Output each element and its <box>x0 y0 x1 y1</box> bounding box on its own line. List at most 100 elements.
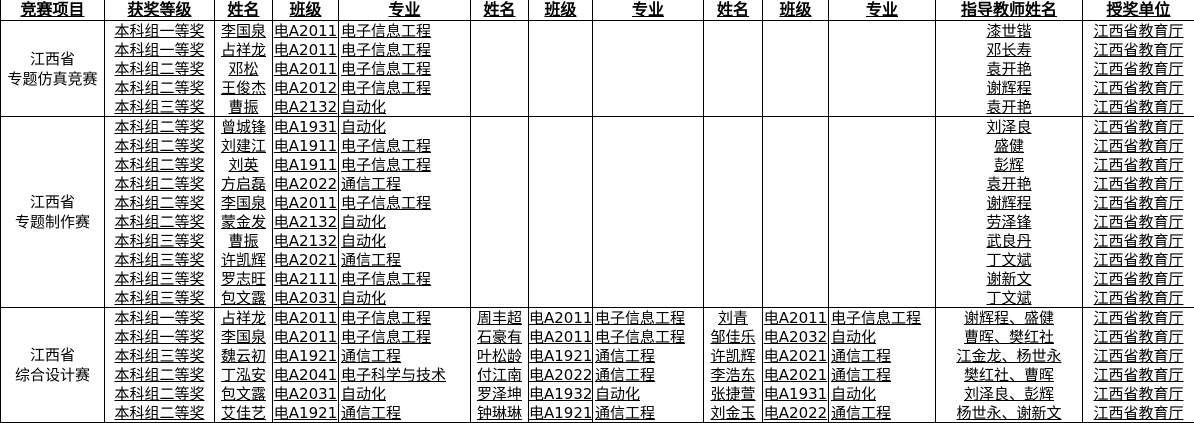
class-cell: 电A2041 <box>272 365 339 384</box>
major-cell: 通信工程 <box>338 403 471 423</box>
class-cell: 电A2011 <box>272 193 339 212</box>
class-cell: 电A1911 <box>272 136 339 155</box>
header-class-2: 班级 <box>528 0 593 21</box>
awarding-body-text: 江西省教育厅 <box>1093 308 1184 327</box>
advisor-text: 彭辉 <box>993 155 1024 174</box>
class-3-cell: 电A2021 <box>762 346 829 365</box>
award-level-text: 本科组三等奖 <box>114 250 205 269</box>
name-2-cell <box>470 269 529 288</box>
name-cell: 占祥龙 <box>214 40 273 59</box>
award-level-text: 本科组三等奖 <box>114 231 205 250</box>
name-text: 蒙金发 <box>220 212 266 231</box>
major-2-cell <box>592 20 704 40</box>
advisor-cell: 盛健 <box>935 136 1083 155</box>
awarding-body-text: 江西省教育厅 <box>1093 136 1184 155</box>
name-2-cell: 叶松龄 <box>470 346 529 365</box>
class-text: 电A2011 <box>273 21 338 40</box>
name-2-cell <box>470 288 529 308</box>
name-2-cell <box>470 59 529 78</box>
major-cell: 自动化 <box>338 212 471 231</box>
name-cell: 魏云初 <box>214 346 273 365</box>
award-level-text: 本科组二等奖 <box>114 136 205 155</box>
name-2-cell <box>470 40 529 59</box>
name-2-cell: 罗泽坤 <box>470 384 529 403</box>
major-text: 自动化 <box>341 231 387 250</box>
competition-name-line: 江西省 <box>29 346 75 364</box>
class-cell: 电A2021 <box>272 250 339 269</box>
name-cell: 丁泓安 <box>214 365 273 384</box>
major-cell: 通信工程 <box>338 346 471 365</box>
awarding-body-text: 江西省教育厅 <box>1093 212 1184 231</box>
class-cell: 电A2132 <box>272 231 339 250</box>
award-level-cell: 本科组二等奖 <box>104 403 215 423</box>
name-2-text: 石豪有 <box>476 327 522 346</box>
major-3-cell: 自动化 <box>828 327 936 346</box>
class-cell: 电A1911 <box>272 155 339 174</box>
name-text: 邓松 <box>228 59 259 78</box>
name-text: 曾城锋 <box>220 117 266 136</box>
major-cell: 自动化 <box>338 97 471 117</box>
awarding-body-cell: 江西省教育厅 <box>1082 231 1194 250</box>
class-cell: 电A2012 <box>272 78 339 97</box>
header-row: 竞赛项目 获奖等级 姓名 班级 专业 姓名 班级 专业 姓名 班级 专业 指导教师姓名 授奖单位 <box>0 0 1194 21</box>
award-level-cell: 本科组三等奖 <box>104 269 215 288</box>
class-3-text: 电A2032 <box>763 327 828 346</box>
award-level-text: 本科组二等奖 <box>114 384 205 403</box>
class-text: 电A2041 <box>273 365 338 384</box>
class-3-cell <box>762 193 829 212</box>
major-text: 通信工程 <box>341 403 402 422</box>
class-cell: 电A2132 <box>272 212 339 231</box>
advisor-cell: 袁开艳 <box>935 59 1083 78</box>
class-text: 电A2111 <box>273 269 338 288</box>
major-cell: 电子信息工程 <box>338 78 471 97</box>
name-text: 李国泉 <box>220 193 266 212</box>
advisor-cell: 曹晖、樊红社 <box>935 327 1083 346</box>
name-text: 刘英 <box>228 155 259 174</box>
class-text: 电A2011 <box>273 193 338 212</box>
advisor-text: 曹晖、樊红社 <box>963 327 1054 346</box>
class-text: 电A2132 <box>273 212 338 231</box>
class-2-cell: 电A2022 <box>528 365 593 384</box>
class-text: 电A2031 <box>273 384 338 403</box>
advisor-cell: 江金龙、杨世永 <box>935 346 1083 365</box>
awarding-body-cell: 江西省教育厅 <box>1082 403 1194 423</box>
major-text: 通信工程 <box>341 174 402 193</box>
advisor-text: 谢辉程、盛健 <box>963 308 1054 327</box>
class-2-text: 电A1921 <box>529 346 593 365</box>
major-text: 电子信息工程 <box>341 78 432 97</box>
major-2-cell: 通信工程 <box>592 403 704 423</box>
advisor-text: 袁开艳 <box>986 97 1032 116</box>
name-2-cell: 钟琳琳 <box>470 403 529 423</box>
advisor-cell: 谢新文 <box>935 269 1083 288</box>
award-level-text: 本科组三等奖 <box>114 269 205 288</box>
major-3-text: 电子信息工程 <box>831 308 922 327</box>
advisor-text: 谢辉程 <box>986 78 1032 97</box>
awarding-body-text: 江西省教育厅 <box>1093 327 1184 346</box>
advisor-cell: 漆世锴 <box>935 20 1083 40</box>
award-level-cell: 本科组二等奖 <box>104 155 215 174</box>
class-text: 电A1921 <box>273 403 338 422</box>
name-3-text: 张捷萱 <box>710 384 756 403</box>
class-2-cell <box>528 20 593 40</box>
class-3-cell <box>762 59 829 78</box>
class-2-cell <box>528 136 593 155</box>
name-cell: 刘建江 <box>214 136 273 155</box>
name-3-cell: 许凯辉 <box>703 346 763 365</box>
name-cell: 罗志旺 <box>214 269 273 288</box>
name-3-cell <box>703 288 763 308</box>
major-3-cell <box>828 136 936 155</box>
competition-name-line: 专题制作赛 <box>14 213 90 231</box>
class-2-cell: 电A2011 <box>528 327 593 346</box>
award-level-cell: 本科组二等奖 <box>104 78 215 97</box>
major-3-cell: 通信工程 <box>828 403 936 423</box>
name-cell: 王俊杰 <box>214 78 273 97</box>
awarding-body-cell: 江西省教育厅 <box>1082 116 1194 136</box>
name-3-cell: 刘青 <box>703 307 763 327</box>
header-label: 竞赛项目 <box>20 0 85 19</box>
major-cell: 电子信息工程 <box>338 307 471 327</box>
header-label: 姓名 <box>227 0 260 19</box>
awarding-body-cell: 江西省教育厅 <box>1082 155 1194 174</box>
class-cell: 电A2031 <box>272 288 339 308</box>
name-3-cell <box>703 250 763 269</box>
name-2-cell <box>470 193 529 212</box>
